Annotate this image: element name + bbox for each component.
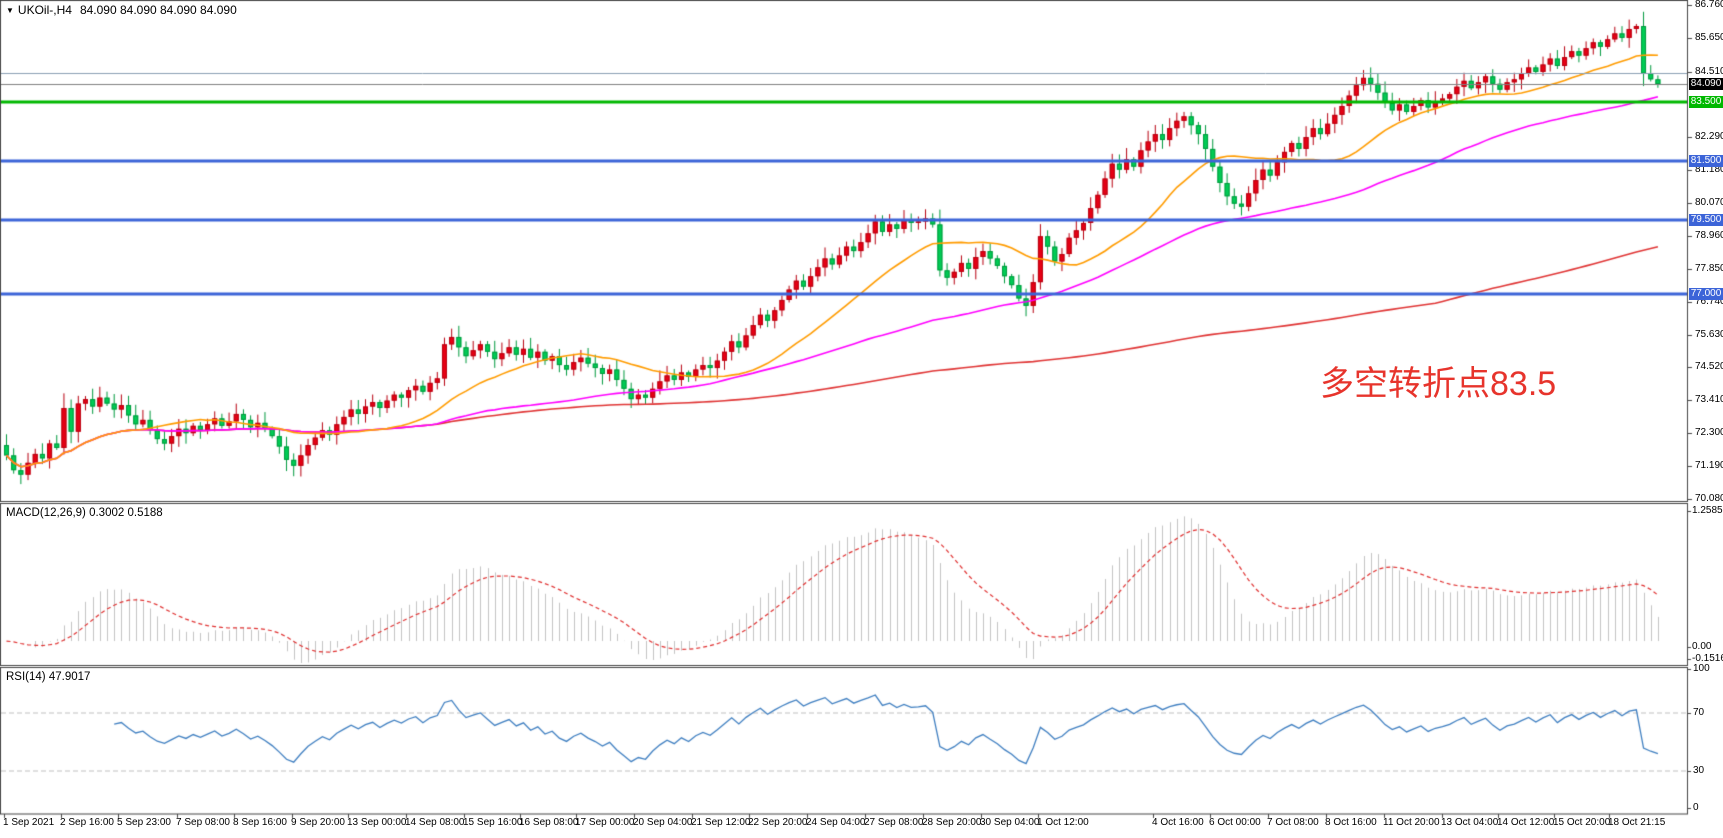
price-level-badge: 79.500 <box>1689 213 1723 226</box>
time-axis-label: 6 Oct 00:00 <box>1209 817 1261 828</box>
time-axis-label: 5 Sep 23:00 <box>117 817 171 828</box>
price-level-badge: 77.000 <box>1689 288 1723 300</box>
price-level-badge: 83.500 <box>1689 95 1723 108</box>
rsi-axis-label: 70 <box>1693 706 1705 718</box>
time-axis-label: 4 Oct 16:00 <box>1152 817 1204 828</box>
price-axis-label: 72.300 <box>1695 427 1723 439</box>
price-axis-label: 84.510 <box>1695 65 1723 77</box>
price-axis-label: 77.850 <box>1695 262 1723 274</box>
macd-value-signal: 0.5188 <box>127 507 163 519</box>
macd-value-main: 0.3002 <box>89 507 125 519</box>
time-axis-label: 22 Sep 20:00 <box>748 817 808 828</box>
time-axis-label: 1 Oct 12:00 <box>1037 817 1089 828</box>
time-axis-label: 2 Sep 16:00 <box>60 817 114 828</box>
rsi-name: RSI(14) <box>6 671 46 683</box>
time-axis-label: 13 Oct 04:00 <box>1441 817 1499 828</box>
analyst-annotation-text: 多空转折点83.5 <box>1320 365 1557 403</box>
price-axis-label: 78.960 <box>1695 229 1723 241</box>
time-axis-label: 8 Sep 16:00 <box>233 817 287 828</box>
time-axis-label: 8 Oct 16:00 <box>1325 817 1377 828</box>
time-axis-label: 28 Sep 20:00 <box>922 817 982 828</box>
time-axis-label: 15 Oct 20:00 <box>1553 817 1611 828</box>
price-axis-label: 76.740 <box>1695 295 1723 307</box>
price-axis-label: 70.080 <box>1695 492 1723 504</box>
time-axis-label: 30 Sep 04:00 <box>980 817 1040 828</box>
macd-axis-label: -0.1516 <box>1692 653 1723 664</box>
price-level-badge: 81.500 <box>1689 154 1723 167</box>
time-axis-label: 15 Sep 16:00 <box>463 817 523 828</box>
symbol-timeframe-label: UKOil-,H4 <box>17 3 72 17</box>
time-axis-label: 27 Sep 08:00 <box>864 817 924 828</box>
price-axis-label: 80.070 <box>1695 197 1723 209</box>
time-axis-label: 20 Sep 04:00 <box>633 817 693 828</box>
rsi-axis-label: 30 <box>1693 764 1705 776</box>
price-axis-label: 75.630 <box>1695 328 1723 340</box>
price-level-badge: 84.090 <box>1689 78 1723 91</box>
chart-title-bar: ▼ UKOil-,H4 84.090 84.090 84.090 84.090 <box>6 3 237 17</box>
price-axis-label: 74.520 <box>1695 361 1723 373</box>
rsi-axis-label: 100 <box>1693 663 1710 674</box>
macd-axis-label: 0.00 <box>1692 641 1712 652</box>
time-axis-label: 21 Sep 12:00 <box>691 817 751 828</box>
time-axis-label: 1 Sep 2021 <box>3 817 55 828</box>
rsi-indicator-label: RSI(14) 47.9017 <box>6 671 90 683</box>
time-axis-label: 16 Sep 08:00 <box>519 817 579 828</box>
time-axis-label: 7 Sep 08:00 <box>176 817 230 828</box>
time-axis-label: 11 Oct 20:00 <box>1383 817 1440 828</box>
time-axis-label: 14 Oct 12:00 <box>1497 817 1555 828</box>
macd-indicator-label: MACD(12,26,9) 0.3002 0.5188 <box>6 507 163 519</box>
symbol-dropdown-icon[interactable]: ▼ <box>6 6 14 15</box>
macd-name: MACD(12,26,9) <box>6 507 86 519</box>
price-axis-label: 71.190 <box>1695 460 1723 472</box>
macd-axis-label: 1.2585 <box>1692 505 1723 516</box>
rsi-value: 47.9017 <box>48 671 91 683</box>
time-axis-label: 24 Sep 04:00 <box>806 817 866 828</box>
time-axis-label: 13 Sep 00:00 <box>347 817 407 828</box>
time-axis-label: 18 Oct 21:15 <box>1608 817 1666 828</box>
time-axis-label: 9 Sep 20:00 <box>291 817 345 828</box>
price-axis-label: 81.180 <box>1695 164 1723 176</box>
price-axis-label: 86.760 <box>1695 0 1723 10</box>
price-axis-label: 82.290 <box>1695 131 1723 143</box>
rsi-axis-label: 0 <box>1693 802 1699 813</box>
time-axis-label: 7 Oct 08:00 <box>1267 817 1319 828</box>
price-axis-label: 73.410 <box>1695 394 1723 406</box>
time-axis-label: 17 Sep 00:00 <box>575 817 635 828</box>
price-axis-label: 85.650 <box>1695 31 1723 43</box>
ohlc-quote-values: 84.090 84.090 84.090 84.090 <box>79 3 237 17</box>
time-axis-label: 14 Sep 08:00 <box>405 817 465 828</box>
